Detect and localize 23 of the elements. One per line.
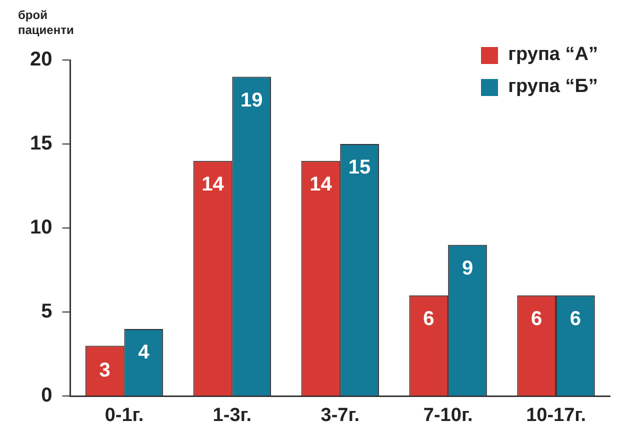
y-tick-label: 15 xyxy=(30,132,52,155)
data-label: 3 xyxy=(99,359,110,382)
x-tick-label: 1-3г. xyxy=(212,404,252,426)
data-label: 6 xyxy=(570,308,582,330)
y-tick-label: 0 xyxy=(41,384,52,407)
x-tick-label: 7-10г. xyxy=(423,404,473,426)
data-label: 4 xyxy=(138,341,150,364)
x-tick-label: 3-7г. xyxy=(320,404,360,426)
data-label: 15 xyxy=(348,156,371,179)
data-label: 9 xyxy=(462,257,474,280)
y-tick-label: 5 xyxy=(41,300,52,323)
y-axis-title: брой пациенти xyxy=(18,8,75,38)
legend-label: група “Б” xyxy=(508,76,598,98)
y-tick-label: 10 xyxy=(30,216,52,239)
data-label: 6 xyxy=(423,308,434,330)
data-label: 6 xyxy=(531,308,542,330)
x-tick-label: 0-1г. xyxy=(104,404,144,426)
y-tick-label: 20 xyxy=(30,48,52,71)
data-label: 14 xyxy=(310,173,333,196)
x-tick-label: 10-17г. xyxy=(526,404,586,426)
legend-label: група “А” xyxy=(508,44,598,66)
data-label: 14 xyxy=(202,173,225,196)
data-label: 19 xyxy=(240,89,263,112)
